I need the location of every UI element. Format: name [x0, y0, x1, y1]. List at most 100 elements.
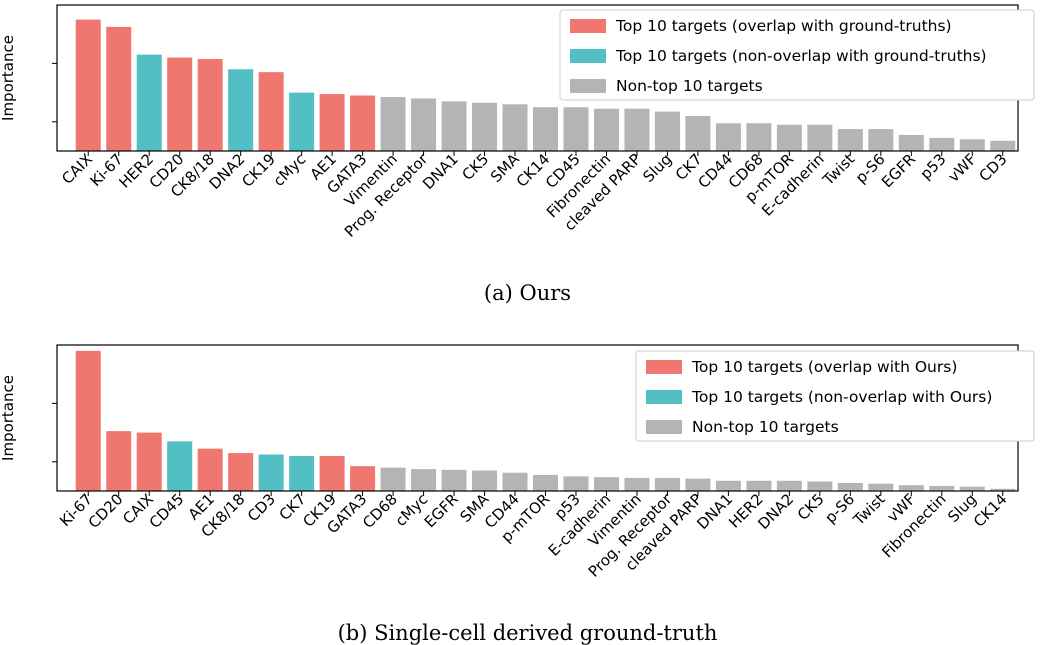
bar-ck5: [807, 481, 833, 491]
x-tick-label: CD20: [85, 490, 127, 532]
bar-cmyc: [411, 469, 437, 491]
bar-caix: [75, 19, 101, 151]
bar-ck7: [685, 115, 711, 151]
bar-caix: [136, 432, 162, 491]
x-tick-label: Twist: [819, 150, 859, 190]
bar-gata3: [350, 95, 376, 151]
bar-her2: [746, 480, 772, 491]
legend-swatch-non-overlap: [570, 49, 606, 63]
x-tick-label: CD68: [359, 490, 401, 532]
bar-dna2: [228, 69, 254, 151]
bar-ck19: [319, 455, 345, 491]
bar-twist: [837, 129, 863, 151]
y-axis-label: Importance: [0, 375, 17, 461]
y-axis-label: Importance: [0, 35, 17, 121]
legend-swatch-non-top: [646, 420, 682, 434]
bar-ae1: [319, 94, 345, 151]
x-tick-label: CD3: [244, 490, 279, 525]
bar-p-s6: [868, 129, 894, 151]
legend-label: Top 10 targets (non-overlap with ground-…: [615, 47, 987, 65]
bar-e-cadherin: [593, 477, 619, 491]
bar-cd3: [258, 454, 284, 491]
legend-label: Non-top 10 targets: [616, 77, 763, 95]
x-tick-label: CK14: [970, 490, 1011, 531]
bar-cd44: [502, 472, 528, 491]
bar-vwf: [898, 485, 924, 491]
bar-ki-67: [106, 26, 132, 151]
x-tick-label: CD3: [976, 150, 1011, 185]
bar-vimentin: [624, 477, 650, 491]
legend-frame: [559, 9, 1035, 101]
panel-a: ImportanceCAIXKi-67HER2CD20CK8/18DNA2CK1…: [0, 4, 1035, 305]
x-tick-label: Twist: [849, 490, 889, 530]
bar-ck14: [990, 488, 1016, 491]
x-tick-label: cMyc: [270, 150, 310, 190]
bar-cd44: [715, 123, 741, 151]
bar-cd20: [167, 57, 193, 152]
bar-twist: [868, 483, 894, 491]
legend-swatch-overlap: [570, 19, 606, 33]
bar-slug: [959, 486, 985, 491]
bar-gata3: [350, 466, 376, 491]
bar-sma: [472, 470, 498, 491]
bar-cd3: [990, 140, 1016, 151]
bar-slug: [654, 111, 680, 151]
bar-ck19: [258, 72, 284, 151]
bar-ki-67: [75, 350, 101, 491]
x-tick-label: DNA1: [419, 150, 462, 193]
bar-p53: [563, 476, 589, 491]
bar-cmyc: [289, 92, 315, 151]
panel-caption: (b) Single-cell derived ground-truth: [338, 621, 718, 645]
bar-p-mtor: [776, 124, 802, 151]
bar-fibronectin: [929, 485, 955, 491]
x-tick-label: DNA2: [206, 150, 249, 193]
legend-swatch-non-top: [570, 79, 606, 93]
bar-p53: [929, 137, 955, 151]
bar-cleaved-parp: [624, 108, 650, 151]
bar-ck8-18: [197, 59, 223, 151]
x-tick-label: p53: [917, 150, 950, 183]
bar-cleaved-parp: [685, 478, 711, 491]
legend-label: Top 10 targets (overlap with Ours): [691, 358, 957, 376]
bar-cd68: [380, 467, 406, 491]
bar-ck8-18: [228, 453, 254, 491]
x-tick-label: DNA2: [754, 490, 797, 533]
bar-egfr: [898, 134, 924, 151]
legend-swatch-non-overlap: [646, 390, 682, 404]
x-tick-label: EGFR: [878, 150, 919, 191]
bar-dna2: [776, 480, 802, 491]
x-tick-label: CK19: [238, 150, 279, 191]
x-tick-label: Slug: [639, 150, 675, 186]
bar-cd45: [167, 441, 193, 491]
bar-dna1: [715, 480, 741, 491]
bar-ck14: [533, 107, 558, 151]
bar-e-cadherin: [807, 124, 833, 151]
legend-frame: [635, 350, 1035, 442]
bar-prog-receptor: [654, 477, 680, 491]
bar-p-s6: [837, 482, 863, 491]
bar-cd68: [746, 123, 772, 151]
bar-cd45: [563, 107, 589, 151]
bar-vimentin: [380, 96, 406, 151]
x-tick-label: CD44: [694, 150, 736, 192]
x-tick-label: EGFR: [421, 490, 462, 531]
bar-prog-receptor: [411, 98, 437, 151]
legend-swatch-overlap: [646, 360, 682, 374]
legend-label: Top 10 targets (non-overlap with Ours): [691, 388, 992, 406]
x-tick-label: DNA1: [693, 490, 736, 533]
bar-sma: [502, 104, 528, 151]
x-tick-label: CK5: [459, 150, 493, 184]
legend-label: Non-top 10 targets: [692, 418, 839, 436]
x-tick-label: vWF: [945, 150, 981, 186]
panel-caption: (a) Ours: [484, 281, 571, 305]
bar-fibronectin: [593, 108, 619, 151]
bar-vwf: [959, 139, 985, 151]
bar-cd20: [106, 431, 132, 491]
bar-dna1: [441, 101, 467, 151]
legend: Top 10 targets (overlap with Ours) Top 10…: [635, 350, 1035, 442]
panel-b: ImportanceKi-67CD20CAIXCD45AE1CK8/18CD3C…: [0, 344, 1035, 645]
bar-p-mtor: [533, 474, 558, 491]
bar-ck5: [472, 102, 498, 151]
bar-egfr: [441, 469, 467, 491]
